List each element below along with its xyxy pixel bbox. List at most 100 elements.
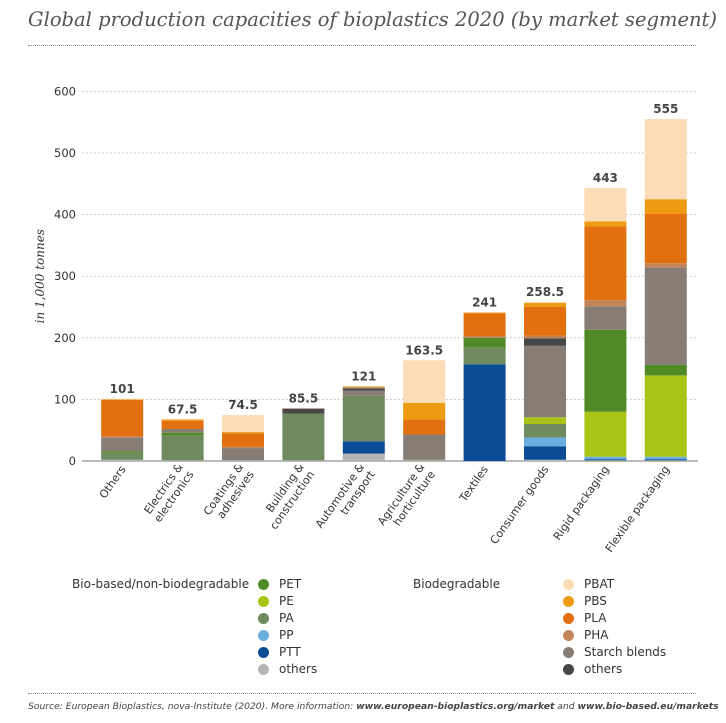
bar-segment-bd-others xyxy=(282,408,325,414)
legend-swatch xyxy=(258,595,269,607)
bar-segment-pla xyxy=(403,419,446,435)
bar-segment-pp xyxy=(524,437,566,447)
bar-segment-pla xyxy=(222,433,264,447)
chart-title: Global production capacities of bioplast… xyxy=(28,8,717,31)
x-tick-label: Rigid packaging xyxy=(551,463,612,542)
bar-segment-bd-others xyxy=(342,388,385,391)
y-axis-label: in 1,000 tonnes xyxy=(33,229,47,323)
legend-item-pbat: PBAT xyxy=(563,576,614,592)
bar-segment-pha xyxy=(524,335,566,339)
bar-segment-ptt xyxy=(644,459,687,461)
legend-swatch xyxy=(258,578,269,590)
legend-item-others: others xyxy=(258,661,317,677)
legend-swatch xyxy=(258,629,269,641)
bar-segment-pbs xyxy=(584,221,627,227)
source-link-bio-based[interactable]: www.bio-based.eu/markets xyxy=(577,701,719,712)
title-divider xyxy=(28,45,696,46)
bar-segment-ptt xyxy=(524,446,566,460)
legend-label: others xyxy=(279,662,318,676)
bar-segment-pla xyxy=(463,313,506,336)
bar-segment-pet xyxy=(584,329,627,412)
y-tick-label: 400 xyxy=(54,208,76,222)
legend-item-starch-blends: Starch blends xyxy=(563,644,666,660)
bar-segment-starch-blends xyxy=(644,267,687,365)
bar-total-label: 74.5 xyxy=(228,398,258,412)
legend-item-pet: PET xyxy=(258,576,301,592)
bar-segment-pbat xyxy=(524,301,566,303)
bar-segment-pet xyxy=(101,451,144,453)
bar-segment-pha xyxy=(463,335,506,338)
bar-segment-pa xyxy=(342,395,385,442)
bar-segment-starch-blends xyxy=(222,448,264,461)
bar-segment-bio-others xyxy=(101,459,144,461)
bar-segment-pa xyxy=(403,459,446,461)
x-tick-label: Others xyxy=(97,463,129,501)
bar-segment-starch-blends xyxy=(101,437,144,452)
legend-label: PA xyxy=(279,611,294,625)
bar-segment-pet xyxy=(644,364,687,376)
legend-label: PP xyxy=(279,628,294,642)
legend-label: PTT xyxy=(279,645,301,659)
y-tick-label: 200 xyxy=(54,331,76,345)
source-link-european-bioplastics[interactable]: www.european-bioplastics.org/market xyxy=(356,701,555,712)
bar-total-label: 443 xyxy=(593,171,618,185)
bar-segment-ptt xyxy=(584,459,627,461)
bar-segment-pa xyxy=(282,413,325,461)
y-tick-label: 600 xyxy=(54,84,76,98)
bar-segment-bio-others xyxy=(524,459,566,461)
bar-segment-pbs xyxy=(342,386,385,388)
bar-segment-bio-others xyxy=(584,460,627,461)
bar-segment-starch-blends xyxy=(403,434,446,460)
bar-segment-pbs xyxy=(161,419,204,421)
legend-swatch xyxy=(563,612,574,624)
bar-total-label: 555 xyxy=(653,102,678,116)
bar-segment-pbs xyxy=(524,302,566,307)
bar-segment-bio-others xyxy=(222,460,264,461)
legend-item-pbs: PBS xyxy=(563,593,607,609)
y-tick-label: 100 xyxy=(54,392,76,406)
x-tick-label: Agriculture &horticulture xyxy=(375,461,438,536)
bar-segment-bio-others xyxy=(342,453,385,461)
bar-segment-pha xyxy=(101,436,144,438)
source-prefix: Source: European Bioplastics, nova-Insti… xyxy=(28,701,357,712)
legend-item-pla: PLA xyxy=(563,610,606,626)
legend-label: PBAT xyxy=(584,577,615,591)
bar-segment-pa xyxy=(161,435,204,461)
bar-segment-ptt xyxy=(342,441,385,454)
bar-segment-pla xyxy=(161,420,204,429)
bar-segment-pbat xyxy=(644,119,687,200)
legend-swatch xyxy=(258,612,269,624)
bar-total-label: 241 xyxy=(472,296,497,310)
legend-item-pp: PP xyxy=(258,627,293,643)
bar-segment-pha xyxy=(342,387,385,389)
legend-label: Starch blends xyxy=(584,645,667,659)
bar-segment-pa xyxy=(101,452,144,460)
bar-total-label: 163.5 xyxy=(405,343,443,357)
legend-item-pa: PA xyxy=(258,610,294,626)
legend-item-ptt: PTT xyxy=(258,644,301,660)
legend-group-biodegradable-title: Biodegradable xyxy=(413,577,501,591)
x-tick-label: Textiles xyxy=(456,463,491,505)
legend-swatch xyxy=(563,578,574,590)
x-tick-label: Coatings &adhesives xyxy=(201,461,257,526)
legend-item-pe: PE xyxy=(258,593,294,609)
legend-label: PET xyxy=(279,577,302,591)
source-note: Source: European Bioplastics, nova-Insti… xyxy=(28,701,719,712)
bar-segment-pla xyxy=(524,306,566,336)
bar-segment-pa xyxy=(524,424,566,438)
source-middle: and xyxy=(554,701,578,712)
x-tick-label: Electrics &electronics xyxy=(141,461,197,525)
bar-segment-bio-others xyxy=(282,460,325,461)
legend-swatch xyxy=(258,646,269,658)
footer-divider xyxy=(28,693,696,694)
bar-segment-pe xyxy=(524,417,566,425)
x-tick-label: Consumer goods xyxy=(488,463,552,547)
legend-swatch xyxy=(563,663,574,675)
bar-segment-pbs xyxy=(644,199,687,214)
bar-segment-pet xyxy=(463,337,506,348)
bar-segment-pe xyxy=(584,411,627,457)
bar-segment-pla xyxy=(101,400,144,437)
legend-swatch xyxy=(563,646,574,658)
bar-segment-ptt xyxy=(463,364,506,461)
bar-segment-pp xyxy=(584,456,627,460)
